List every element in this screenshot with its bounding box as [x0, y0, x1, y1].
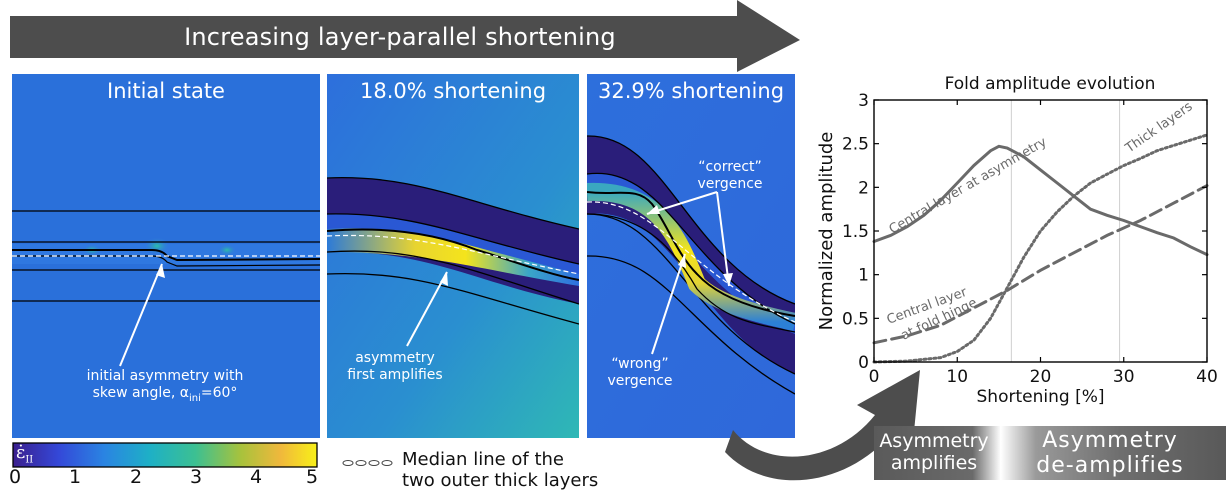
x-tick-label: 0 [869, 367, 880, 387]
panel-title-18: 18.0% shortening [359, 79, 547, 103]
x-axis-label: Shortening [%] [977, 387, 1105, 407]
panel-32-9-shortening [587, 74, 795, 438]
x-tick-label: 30 [1113, 367, 1135, 387]
y-tick-label: 1.5 [842, 222, 869, 242]
series-line [872, 133, 1209, 364]
annotation-first-amplifies: asymmetry first amplifies [347, 350, 443, 383]
x-tick-label: 20 [1030, 367, 1052, 387]
panel-initial-state [12, 74, 320, 438]
chart-title: Fold amplitude evolution [944, 74, 1156, 94]
asymmetry-deamplifies-label: Asymmetry de-amplifies [1036, 428, 1184, 478]
amplitude-chart: 0 10 20 30 40 0 0.5 1 1.5 2 2.5 3 Shortening [%] Norm… [816, 92, 1218, 407]
colorbar-tick: 5 [306, 466, 319, 488]
panel-18-shortening [327, 74, 579, 438]
x-tick-label: 10 [946, 367, 968, 387]
y-tick-label: 2 [858, 178, 869, 198]
colorbar-tick: 2 [130, 466, 143, 488]
panel-title-32-9: 32.9% shortening [597, 79, 785, 103]
colorbar-tick: 3 [190, 466, 203, 488]
series-label: Central layer at asymmetry [887, 135, 1050, 238]
annotation-initial-asymmetry: initial asymmetry with skew angle, αini=… [86, 368, 244, 404]
series-label: Thick layers [1122, 99, 1195, 157]
series-line [872, 184, 1209, 345]
colorbar [12, 442, 318, 468]
y-tick-label: 0 [858, 353, 869, 373]
y-axis-label: Normalized amplitude [816, 132, 837, 331]
colorbar-tick: 0 [9, 466, 22, 488]
x-tick-label: 40 [1196, 367, 1218, 387]
curved-arrow [725, 370, 920, 481]
banner-arrow [10, 0, 800, 72]
median-line-legend-icon [342, 460, 393, 466]
panel-title-initial: Initial state [107, 79, 225, 103]
colorbar-tick: 4 [250, 466, 263, 488]
y-tick-label: 0.5 [842, 309, 869, 329]
series-line [872, 144, 1209, 257]
y-tick-label: 1 [858, 266, 869, 286]
y-tick-label: 3 [858, 92, 869, 111]
colorbar-tick: 1 [69, 466, 82, 488]
asymmetry-bar [874, 426, 1226, 480]
asymmetry-amplifies-label: Asymmetry amplifies [879, 430, 989, 474]
colorbar-symbol: ε̇II [16, 442, 34, 466]
y-tick-label: 2.5 [842, 135, 869, 155]
median-line-legend-text: Median line of the two outer thick layer… [402, 449, 599, 491]
banner-text: Increasing layer-parallel shortening [184, 23, 616, 51]
annotation-correct-vergence: “correct” vergence [697, 159, 763, 192]
annotation-wrong-vergence: “wrong” vergence [607, 356, 673, 389]
